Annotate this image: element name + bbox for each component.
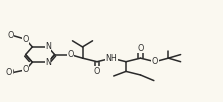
Text: O: O — [6, 68, 12, 77]
Text: O: O — [152, 57, 158, 66]
Text: NH: NH — [106, 54, 117, 63]
Text: O: O — [23, 35, 29, 44]
Text: O: O — [7, 68, 13, 77]
Text: N: N — [45, 58, 51, 67]
Text: O: O — [23, 65, 29, 74]
Text: O: O — [94, 67, 100, 76]
Text: O: O — [137, 44, 144, 53]
Text: O: O — [7, 31, 13, 40]
Text: O: O — [67, 50, 73, 59]
Text: N: N — [45, 42, 51, 51]
